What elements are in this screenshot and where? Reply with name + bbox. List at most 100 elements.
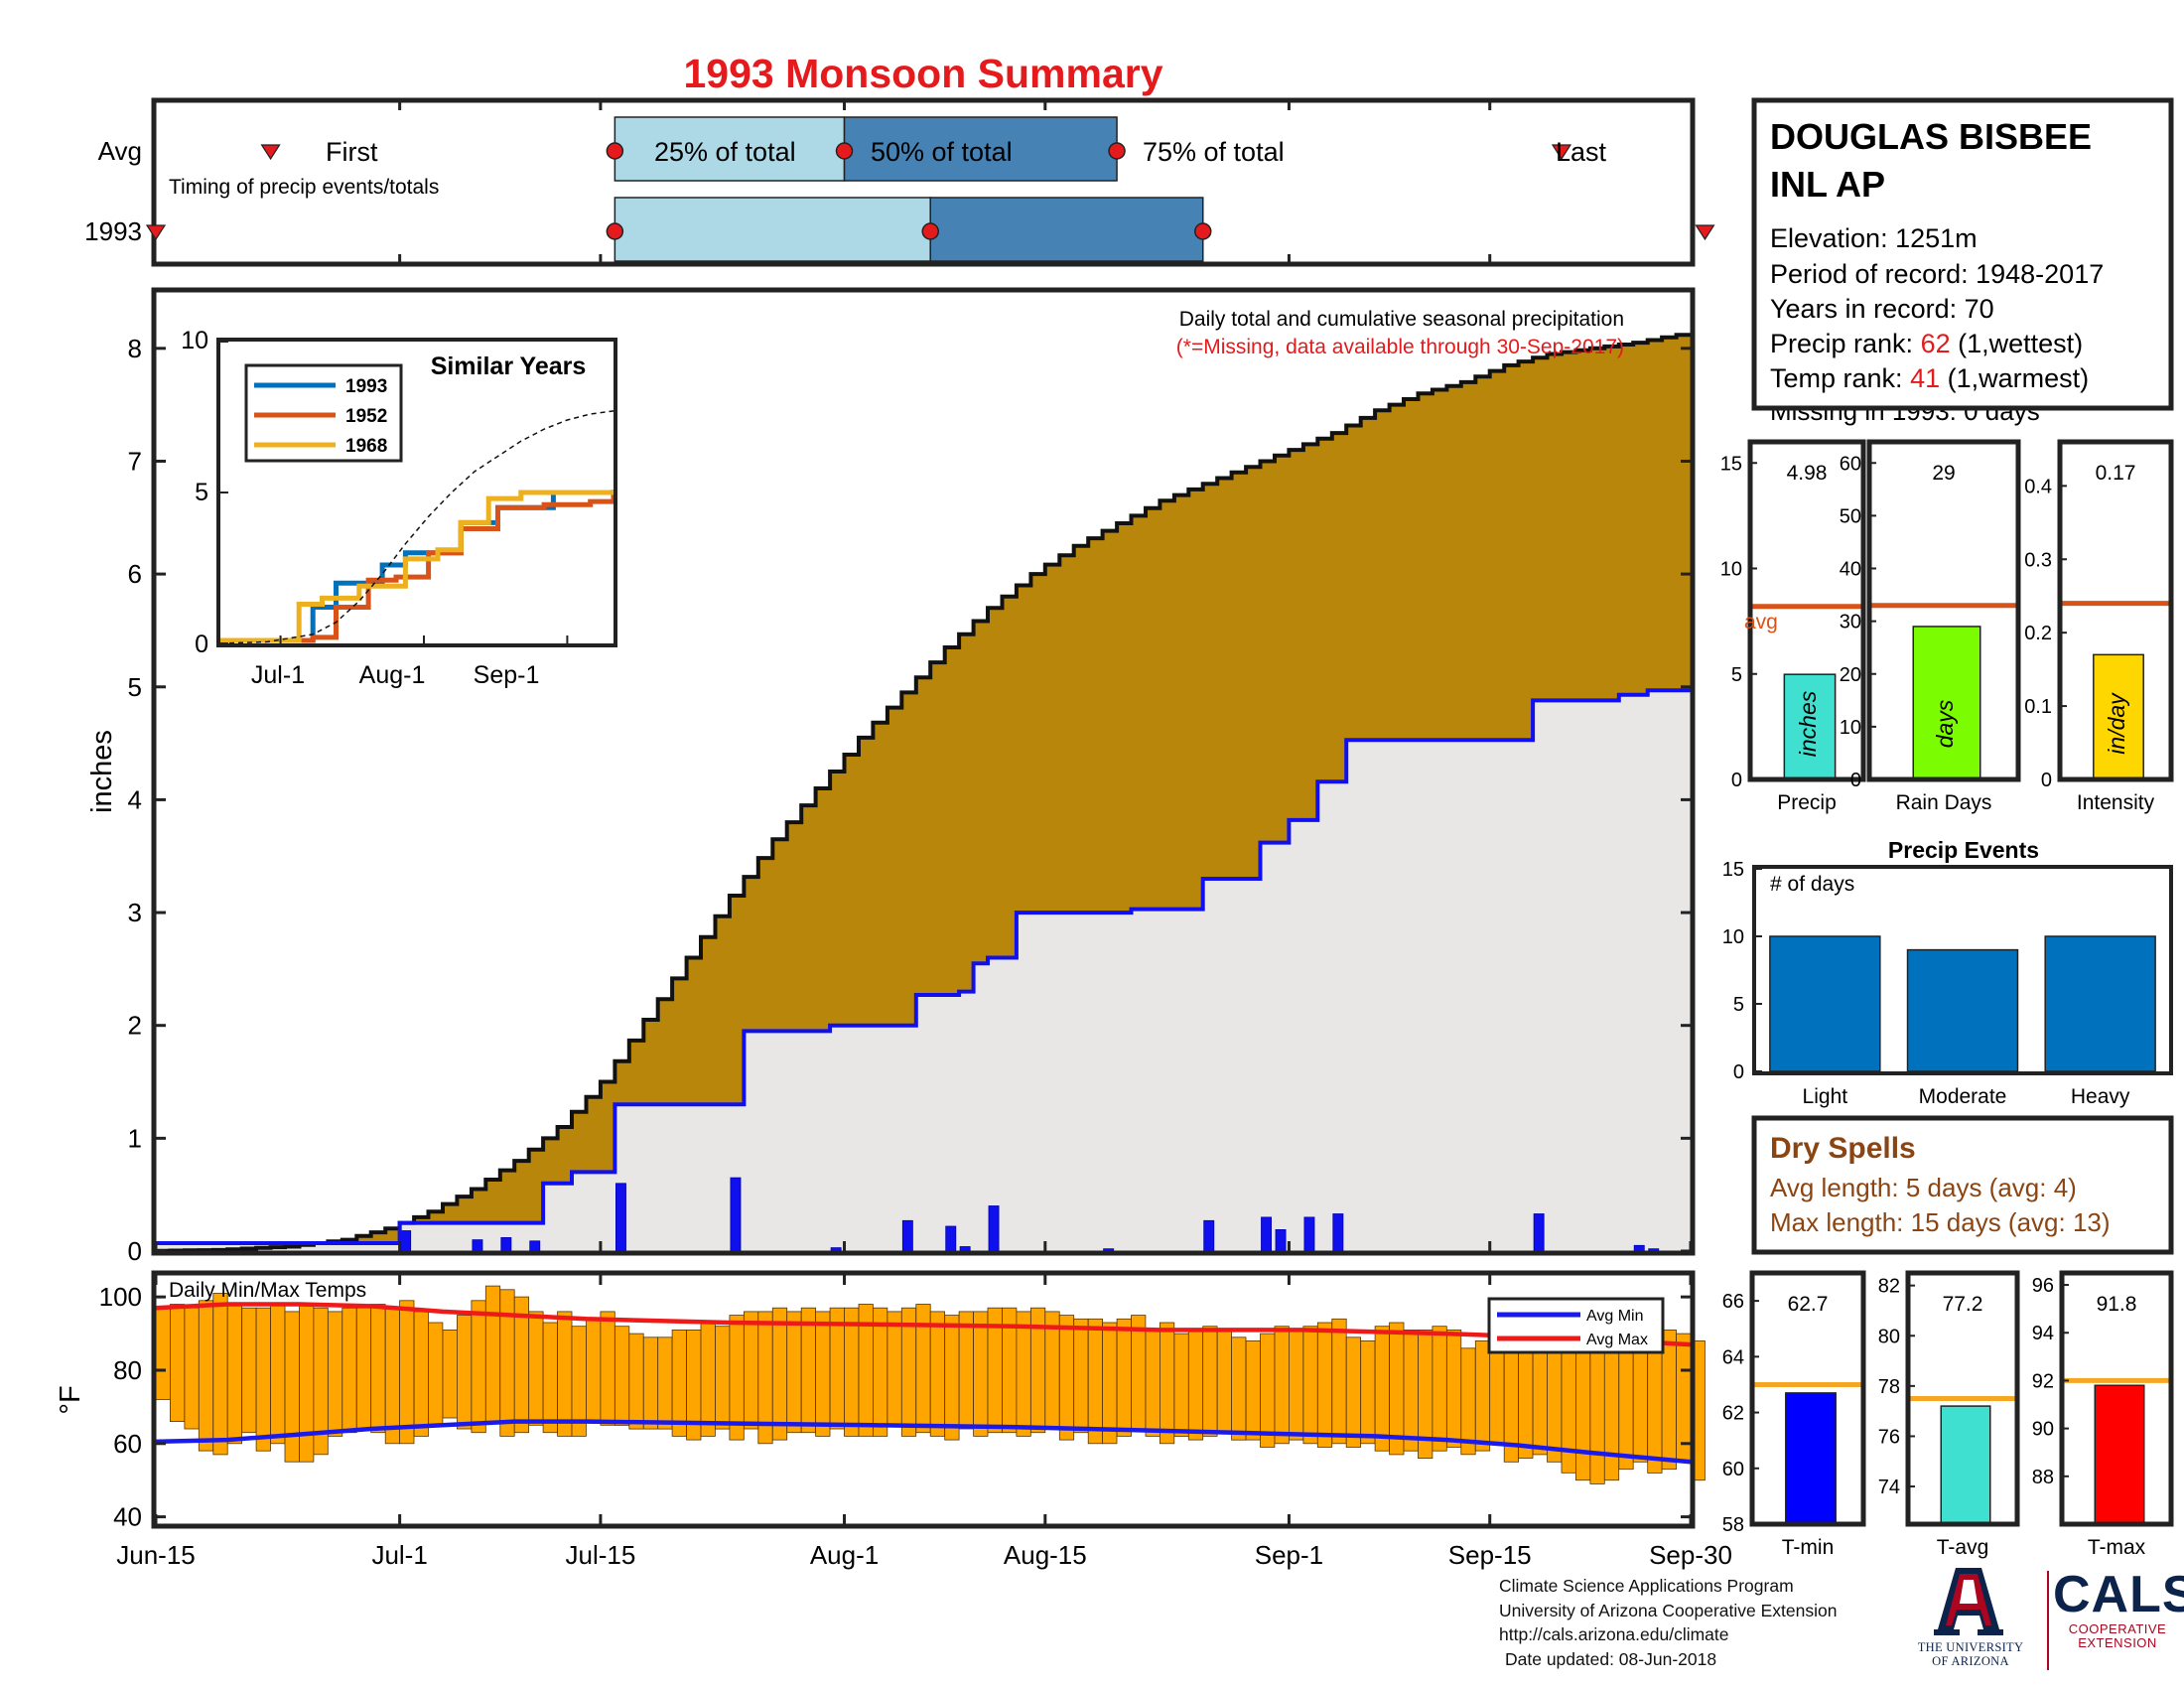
summary-tavg-label: T-avg [1937, 1536, 1989, 1559]
daily-temp-bar [729, 1315, 745, 1441]
daily-temp-bar [1316, 1322, 1333, 1448]
summary-intensity-chart: 0 0.1 0.2 0.3 0.4 0.17 Intensity in/day [2024, 439, 2174, 814]
daily-precip-bar [529, 1240, 541, 1252]
summary-precip-avg-text: avg [1744, 611, 1778, 633]
daily-temp-bar [155, 1307, 171, 1400]
timing-first-label: First [326, 137, 378, 167]
inset-legend-label-1993: 1993 [345, 376, 387, 397]
daily-temp-bar [428, 1322, 444, 1426]
summary-tavg-bar [1940, 1405, 1991, 1525]
footer-line3[interactable]: http://cals.arizona.edu/climate [1499, 1624, 1729, 1644]
inset-xtick-aug1: Aug-1 [359, 661, 426, 689]
summary-intensity-value: 0.17 [2096, 462, 2136, 485]
summary-raindays-bar [1912, 626, 1981, 780]
summary-precip-frame [1747, 439, 1866, 782]
daily-temp-bar [1518, 1340, 1534, 1459]
daily-temp-bar [1446, 1330, 1462, 1448]
events-category-label: Light [1803, 1085, 1848, 1108]
summary-raindays-ytick-label: 20 [1840, 664, 1861, 686]
precip-rank-suffix: (1,wettest) [1951, 329, 2084, 358]
daily-temp-bar [614, 1326, 630, 1426]
summary-tmin-ytick-label: 66 [1722, 1291, 1744, 1313]
events-bars: Light Moderate Heavy 0 5 10 15 [1722, 859, 2156, 1108]
temp-ytick-label: 100 [99, 1282, 142, 1312]
summary-tmin-value: 62.7 [1788, 1293, 1829, 1316]
daily-temp-bar [887, 1311, 902, 1426]
date-xtick-label: Jun-15 [116, 1540, 196, 1570]
temp-panel-frame [151, 1270, 1696, 1529]
summary-tmax-value: 91.8 [2097, 1293, 2137, 1316]
summary-raindays-ytick-label: 30 [1840, 612, 1861, 633]
daily-precip-bar [1303, 1216, 1315, 1252]
ua-wordmark: THE UNIVERSITY OF ARIZONA [1906, 1640, 2035, 1668]
station-name-line2: INL AP [1770, 164, 1885, 205]
main-ytick-label: 0 [128, 1236, 142, 1266]
university-of-arizona-logo: THE UNIVERSITY OF ARIZONA [1906, 1564, 2035, 1673]
daily-temp-bar [270, 1304, 286, 1445]
station-years: Years in record: 70 [1770, 294, 1994, 324]
cals-sub-line1: COOPERATIVE [2068, 1621, 2167, 1636]
precip-rank-value: 62 [1921, 329, 1951, 358]
daily-precip-bar [988, 1205, 1000, 1252]
ua-text-line1: THE UNIVERSITY [1917, 1640, 2024, 1654]
inset-legend: 1993 1952 1968 [244, 363, 403, 463]
summary-tmax-bar [2094, 1384, 2145, 1525]
daily-temp-bar [1389, 1322, 1405, 1456]
station-elevation: Elevation: 1251m [1770, 223, 1978, 253]
timing-markers [145, 142, 1715, 241]
main-precip-panel: 0 1 2 3 4 5 6 7 8 inches Daily total and cumulat… [86, 287, 1696, 1266]
temp-ytick-label: 60 [113, 1429, 142, 1459]
timing-year-quartile-marker-1 [606, 222, 624, 240]
precip-rank-prefix: Precip rank: [1770, 329, 1921, 358]
daily-temp-bar [241, 1307, 257, 1434]
summary-tmax-ytick-label: 96 [2032, 1275, 2054, 1297]
summary-precip-ytick-label: 10 [1720, 559, 1742, 581]
daily-temp-bar [700, 1322, 716, 1437]
daily-temp-bar [327, 1311, 343, 1437]
summary-intensity-label: Intensity [2077, 791, 2155, 814]
timing-avg-label: Avg [98, 136, 142, 166]
temp-summary-bars: 58 60 62 64 66 62.7 T-min 74 76 78 80 82 77.2 T-avg 88… [1722, 1270, 2174, 1559]
daily-temp-bar [600, 1311, 615, 1426]
main-ytick-label: 3 [128, 898, 142, 927]
date-xtick-label: Aug-1 [810, 1540, 879, 1570]
daily-temp-bar [815, 1311, 831, 1437]
daily-temp-bar [442, 1330, 458, 1419]
summary-tavg-frame [1905, 1270, 2020, 1527]
main-ytick-label: 4 [128, 784, 142, 814]
daily-precip-bar [901, 1219, 913, 1252]
ua-text-line2: OF ARIZONA [1932, 1654, 2009, 1668]
events-bar-moderate [1906, 948, 2019, 1072]
timing-year-quartile-marker-3 [1193, 222, 1212, 240]
daily-temp-bar [1245, 1340, 1261, 1441]
summary-tavg-chart: 74 76 78 80 82 77.2 T-avg [1878, 1270, 2020, 1559]
daily-temp-bar [1345, 1336, 1361, 1448]
summary-tmax-chart: 88 90 92 94 96 91.8 T-max [2032, 1270, 2174, 1559]
timing-box-year-q50-q75 [929, 197, 1204, 262]
temp-y-ticks: 40 60 80 100 [99, 1282, 1693, 1532]
summary-tmin-frame [1749, 1270, 1866, 1527]
timing-avg-last-marker [1551, 144, 1572, 161]
timing-avg-quartile-marker-1 [606, 142, 624, 160]
avg-cumulative-outline [156, 333, 1691, 1253]
summary-tmax-ytick-label: 94 [2032, 1323, 2054, 1344]
daily-temp-bar [1073, 1318, 1089, 1434]
events-bar-heavy [2044, 935, 2156, 1072]
footer-credits: Climate Science Applications Program Uni… [1499, 1574, 1837, 1671]
daily-temp-bar [873, 1307, 888, 1437]
daily-temp-bar [844, 1307, 860, 1437]
year-cumulative-area [156, 690, 1691, 1251]
events-ytick-label: 0 [1733, 1061, 1744, 1083]
summary-tmin-ytick-label: 62 [1722, 1403, 1744, 1425]
station-info-frame [1751, 97, 2174, 411]
cumulative-precip-plot [156, 333, 1691, 1253]
summary-raindays-ytick-label: 0 [1850, 770, 1861, 791]
timing-q75-label: 75% of total [1143, 137, 1285, 167]
year-cumulative-line [156, 688, 1691, 1245]
daily-temp-bar [355, 1307, 372, 1430]
timing-panel-frame [151, 97, 1696, 267]
main-ytick-label: 7 [128, 446, 142, 476]
daily-temp-bar [1474, 1340, 1491, 1452]
figure-title: 1993 Monsoon Summary [683, 51, 1162, 96]
date-xtick-label: Aug-15 [1004, 1540, 1087, 1570]
